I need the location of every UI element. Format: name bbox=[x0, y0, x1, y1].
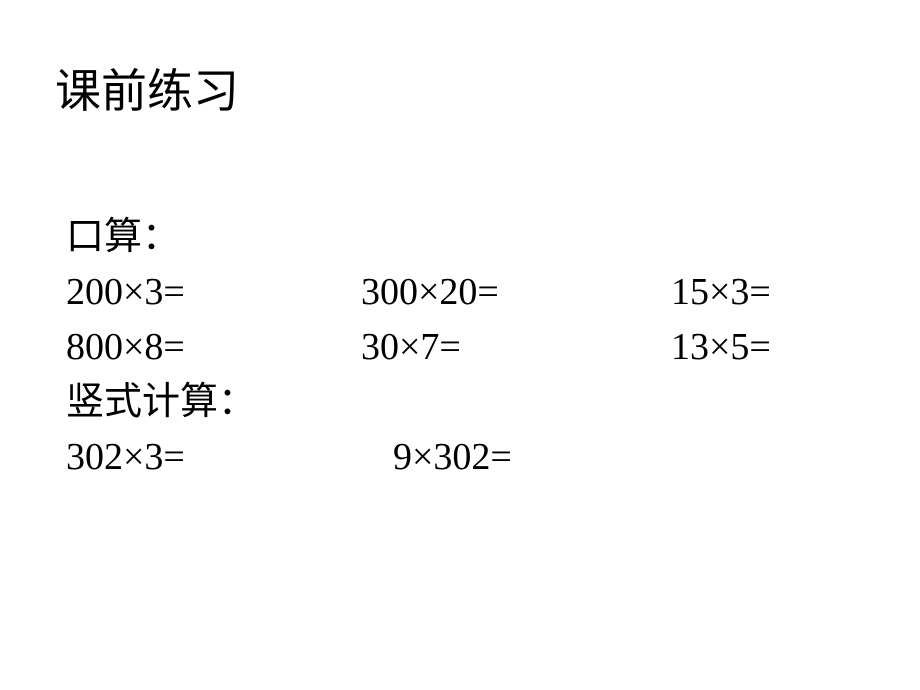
section1-label: 口算： bbox=[66, 210, 180, 265]
page-title: 课前练习 bbox=[55, 55, 239, 121]
section2-label: 竖式计算： bbox=[66, 375, 256, 430]
exercise-content: 口算： 200×3= 300×20= 15×3= 800×8= 30×7= 13… bbox=[66, 210, 771, 485]
section2-label-row: 竖式计算： bbox=[66, 375, 771, 430]
mental-math-row-1: 200×3= 300×20= 15×3= bbox=[66, 265, 771, 320]
section1-label-row: 口算： bbox=[66, 210, 771, 265]
problem-2-3: 13×5= bbox=[671, 320, 771, 375]
problem-3-2: 9×302= bbox=[361, 430, 676, 485]
problem-1-1: 200×3= bbox=[66, 265, 361, 320]
mental-math-row-2: 800×8= 30×7= 13×5= bbox=[66, 320, 771, 375]
problem-1-3: 15×3= bbox=[671, 265, 771, 320]
problem-2-2: 30×7= bbox=[361, 320, 671, 375]
problem-3-1: 302×3= bbox=[66, 430, 361, 485]
problem-2-1: 800×8= bbox=[66, 320, 361, 375]
vertical-calc-row: 302×3= 9×302= bbox=[66, 430, 771, 485]
problem-1-2: 300×20= bbox=[361, 265, 671, 320]
